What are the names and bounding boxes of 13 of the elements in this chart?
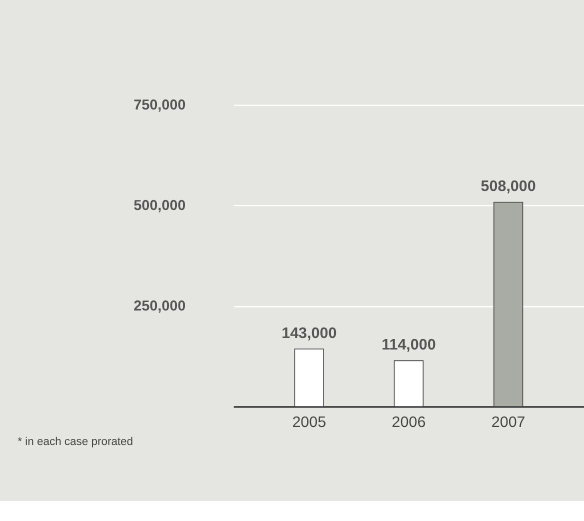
data-label: 508,000: [480, 178, 536, 195]
data-label: 143,000: [282, 324, 337, 342]
x-tick-label: 2005: [292, 414, 326, 431]
bar: [493, 202, 524, 407]
data-label: 114,000: [382, 336, 436, 354]
bar: [294, 348, 324, 407]
y-tick-label: 750,000: [134, 97, 186, 114]
x-tick-label: 2007: [491, 414, 526, 431]
text: * in each case prorated: [18, 436, 134, 448]
y-tick-label: 500,000: [134, 198, 186, 214]
x-tick-label: 2006: [392, 414, 426, 431]
y-tick-label: 250,000: [134, 298, 186, 314]
bar: [394, 360, 424, 407]
